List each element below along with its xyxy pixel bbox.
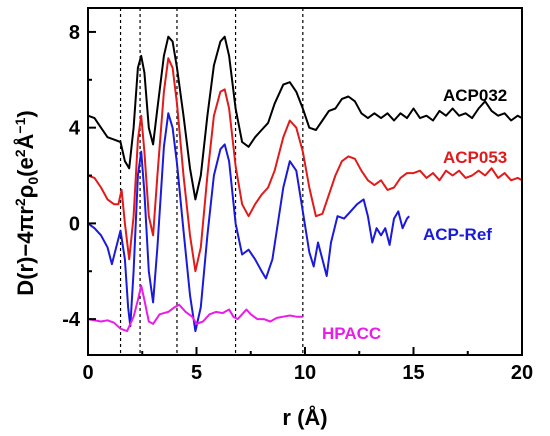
series-line-acp032 <box>87 35 523 201</box>
y-axis-title: D(r)−4πr2ρ0(e2Å−1) <box>12 110 41 295</box>
series-label-hpacc: HPACC <box>322 324 381 343</box>
y-tick-label-0: -4 <box>62 309 81 331</box>
x-axis-title: r (Å) <box>282 404 327 430</box>
x-tick-labels: 0 5 10 15 20 <box>82 362 533 384</box>
series-line-hpacc <box>87 284 303 333</box>
axis-ticks <box>87 30 523 355</box>
x-tick-label-0: 0 <box>82 362 93 384</box>
series-line-acp053 <box>87 57 523 273</box>
series-labels: ACP032 ACP053 ACP-Ref HPACC <box>322 86 507 343</box>
y-tick-labels: -4 0 4 8 <box>62 22 81 331</box>
x-tick-label-3: 15 <box>402 362 424 384</box>
series-label-acp-ref: ACP-Ref <box>423 225 492 244</box>
series-label-acp032: ACP032 <box>443 86 507 105</box>
y-tick-label-3: 8 <box>69 22 80 44</box>
y-tick-label-1: 0 <box>69 213 80 235</box>
x-tick-label-4: 20 <box>511 362 533 384</box>
x-tick-label-2: 10 <box>294 362 316 384</box>
series-line-acp-ref <box>87 112 410 333</box>
series-label-acp053: ACP053 <box>443 148 507 167</box>
x-tick-label-1: 5 <box>191 362 202 384</box>
y-tick-label-2: 4 <box>69 118 81 140</box>
reference-lines <box>119 8 304 355</box>
series-group <box>87 35 523 333</box>
